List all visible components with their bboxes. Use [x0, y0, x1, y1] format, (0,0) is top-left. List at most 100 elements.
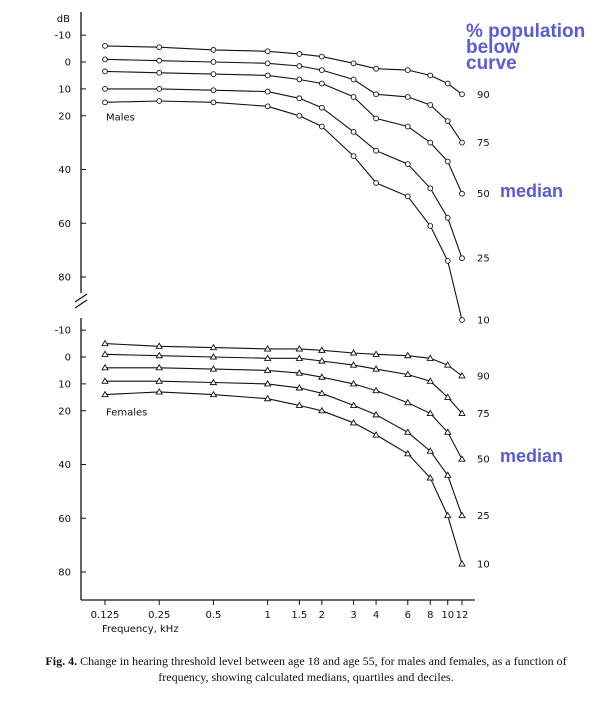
males-series-line-75 [104, 58, 463, 143]
females-series-line-25 [105, 380, 463, 516]
median-annotation-females: median [500, 446, 563, 466]
x-tick-label: 6 [405, 610, 411, 621]
females-point-50 [318, 373, 326, 380]
females-percentile-label-75: 75 [477, 409, 490, 420]
females-point-50 [443, 428, 452, 435]
females-point-25 [295, 384, 304, 391]
x-tick-label: 4 [373, 610, 379, 621]
females-point-50 [458, 455, 466, 462]
females-point-10 [426, 474, 435, 481]
males-point-50 [102, 68, 108, 75]
males-point-50 [264, 72, 271, 79]
females-point-90 [443, 361, 452, 368]
females-point-25 [443, 471, 452, 478]
females-point-75 [101, 350, 109, 357]
x-tick-label: 3 [350, 610, 356, 621]
x-tick-label: 0.125 [91, 610, 120, 621]
females-series-line-50 [105, 367, 463, 460]
males-point-50 [427, 139, 434, 146]
females-point-75 [426, 377, 435, 384]
females-y-tick-label: 10 [58, 379, 71, 390]
females-point-75 [209, 353, 218, 360]
females-y-tick-label: 40 [58, 460, 71, 471]
females-series-line-75 [104, 353, 463, 414]
females-point-10 [209, 390, 218, 398]
males-point-10 [350, 153, 357, 159]
population-note-line-2: below [466, 37, 520, 58]
x-tick-label: 8 [427, 610, 433, 621]
males-point-50 [444, 158, 451, 165]
males-point-75 [459, 139, 465, 146]
females-point-50 [426, 409, 435, 416]
females-point-25 [458, 511, 466, 519]
males-point-75 [264, 60, 271, 67]
males-percentile-label-25: 25 [477, 254, 490, 265]
males-point-90 [102, 43, 108, 49]
females-point-25 [318, 389, 326, 396]
males-series-line-10 [104, 100, 463, 321]
males-point-50 [459, 190, 465, 197]
males-percentile-label-90: 90 [477, 90, 490, 101]
females-point-25 [101, 377, 109, 384]
females-point-90 [318, 346, 326, 353]
males-point-50 [296, 76, 303, 83]
males-point-75 [427, 102, 434, 108]
females-panel-label: Females [106, 407, 147, 418]
axis-break-mark [74, 293, 88, 303]
males-point-90 [350, 60, 357, 67]
females-point-75 [403, 370, 412, 378]
figure-caption: Fig. 4. Change in hearing threshold leve… [24, 653, 588, 685]
females-point-90 [155, 342, 164, 349]
females-point-90 [458, 371, 466, 379]
males-point-75 [210, 59, 217, 65]
males-point-75 [373, 91, 379, 98]
x-tick-label: 10 [441, 610, 454, 621]
males-point-90 [459, 91, 465, 98]
females-point-25 [263, 379, 272, 387]
females-percentile-label-50: 50 [477, 455, 490, 466]
females-point-75 [295, 354, 304, 361]
males-point-90 [404, 67, 411, 73]
females-point-90 [295, 345, 304, 352]
females-point-90 [349, 349, 358, 356]
females-point-75 [155, 351, 164, 359]
females-point-75 [458, 409, 466, 416]
males-y-tick-label: 80 [58, 273, 71, 284]
males-point-25 [459, 255, 465, 262]
males-point-90 [296, 51, 303, 57]
females-percentile-label-25: 25 [477, 511, 490, 522]
females-point-90 [426, 354, 435, 361]
males-point-25 [427, 185, 434, 192]
males-percentile-label-75: 75 [477, 138, 490, 149]
males-point-50 [319, 80, 325, 87]
females-point-10 [101, 390, 109, 398]
x-tick-label: 0.25 [148, 610, 170, 621]
males-point-50 [350, 94, 357, 100]
males-point-90 [444, 80, 451, 87]
males-y-tick-label: 60 [58, 219, 71, 230]
females-point-50 [209, 365, 218, 372]
females-point-50 [403, 398, 412, 406]
males-point-90 [156, 44, 163, 51]
males-point-25 [350, 129, 357, 135]
males-point-90 [319, 53, 325, 60]
females-percentile-label-10: 10 [477, 559, 490, 570]
series-markers [101, 43, 466, 567]
females-point-25 [349, 401, 358, 408]
males-point-25 [319, 104, 325, 111]
females-series-line-10 [104, 391, 463, 565]
males-point-90 [427, 72, 434, 79]
males-series-line-90 [104, 45, 463, 95]
males-point-90 [210, 47, 217, 53]
y-axis-unit-label: dB [57, 14, 70, 25]
males-point-10 [459, 317, 465, 323]
series-lines [104, 45, 463, 565]
caption-text: Change in hearing threshold level betwee… [80, 654, 567, 684]
males-percentile-label-50: 50 [477, 189, 490, 200]
females-y-tick-label: 20 [58, 406, 71, 417]
females-point-50 [372, 386, 380, 394]
females-point-10 [295, 401, 304, 408]
males-panel-label: Males [106, 112, 135, 123]
x-tick-label: 2 [319, 610, 325, 621]
x-tick-label: 1 [264, 610, 270, 621]
